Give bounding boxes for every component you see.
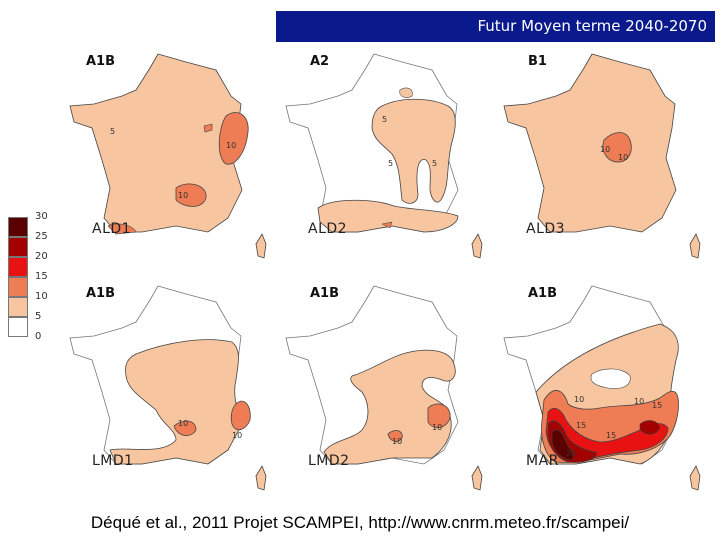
map-panel-ald1: 5 10 10 A1B ALD1 — [66, 48, 282, 259]
contour-label: 10 — [432, 423, 442, 432]
contour-label: 15 — [576, 421, 586, 430]
contour-10-region — [173, 420, 197, 436]
color-legend: 30 25 20 15 10 5 0 — [8, 212, 58, 347]
contour-label: 5 — [388, 159, 393, 168]
map-panel-mar: 10 15 20 15 10 15 A1B MAR — [500, 280, 716, 491]
france-map-ald3: 10 10 — [503, 53, 701, 259]
contour-10-region — [175, 183, 207, 207]
scenario-label: A1B — [86, 286, 116, 301]
map-panel-ald3: 10 10 B1 ALD3 — [500, 48, 716, 259]
legend-swatch-25-30 — [8, 217, 28, 237]
corsica-outline — [689, 233, 701, 259]
france-map-lmd2: 10 10 — [285, 285, 483, 491]
corsica-outline — [255, 233, 267, 259]
legend-swatch-10-15 — [8, 277, 28, 297]
france-map-lmd1: 10 10 — [69, 285, 267, 491]
france-map-ald1: 5 10 10 — [69, 53, 267, 259]
model-label: LMD2 — [308, 453, 350, 469]
legend-swatch-15-20 — [8, 257, 28, 277]
contour-10-region — [230, 400, 251, 431]
contour-label: 10 — [574, 395, 584, 404]
map-panel-ald2: 5 5 5 A2 ALD2 — [282, 48, 498, 259]
contour-10-region — [387, 430, 403, 442]
model-label: ALD1 — [92, 221, 132, 237]
contour-5-region — [399, 87, 413, 98]
contour-25-region — [551, 429, 574, 461]
contour-label: 5 — [110, 127, 115, 136]
legend-tick: 15 — [35, 271, 48, 282]
corsica-outline — [255, 465, 267, 491]
contour-label: 5 — [432, 159, 437, 168]
legend-tick: 0 — [35, 331, 42, 342]
legend-tick: 30 — [35, 211, 48, 222]
corsica-outline — [471, 465, 483, 491]
scenario-label: A2 — [310, 54, 330, 69]
model-label: ALD2 — [308, 221, 348, 237]
france-outline — [69, 53, 243, 233]
contour-label: 10 — [618, 153, 628, 162]
france-map-ald2: 5 5 5 — [285, 53, 483, 259]
white-hole — [590, 368, 631, 389]
contour-5-region — [317, 199, 459, 233]
contour-10-region — [107, 223, 137, 235]
contour-label: 10 — [634, 397, 644, 406]
scenario-label: A1B — [528, 286, 558, 301]
legend-swatch-5-10 — [8, 297, 28, 317]
model-label: ALD3 — [526, 221, 566, 237]
scenario-label: A1B — [86, 54, 116, 69]
contour-label: 10 — [178, 419, 188, 428]
contour-label: 10 — [232, 431, 242, 440]
contour-10-region — [381, 221, 393, 229]
legend-tick: 5 — [35, 311, 42, 322]
contour-label: 20 — [566, 449, 576, 458]
contour-5-region — [371, 98, 456, 204]
france-outline — [503, 53, 677, 233]
contour-10-region — [203, 123, 213, 133]
corsica-outline — [689, 465, 701, 491]
corsica-outline — [471, 233, 483, 259]
model-label: MAR — [526, 453, 559, 469]
contour-label: 10 — [226, 141, 236, 150]
contour-label: 15 — [652, 401, 662, 410]
legend-swatch-20-25 — [8, 237, 28, 257]
scenario-label: B1 — [528, 54, 547, 69]
model-label: LMD1 — [92, 453, 134, 469]
citation-text: Déqué et al., 2011 Projet SCAMPEI, http:… — [90, 513, 630, 532]
map-panel-lmd1: 10 10 A1B LMD1 — [66, 280, 282, 491]
contour-5-region — [109, 339, 243, 465]
map-panel-lmd2: 10 10 A1B LMD2 — [282, 280, 498, 491]
contour-label: 10 — [178, 191, 188, 200]
contour-label: 15 — [606, 431, 616, 440]
contour-label: 10 — [392, 437, 402, 446]
title-banner: Futur Moyen terme 2040-2070 — [276, 11, 715, 42]
contour-label: 10 — [600, 145, 610, 154]
scenario-label: A1B — [310, 286, 340, 301]
contour-20-region — [639, 420, 661, 435]
legend-tick: 10 — [35, 291, 48, 302]
legend-tick: 25 — [35, 231, 48, 242]
legend-swatch-0-5 — [8, 317, 28, 337]
contour-10-region — [602, 132, 632, 163]
contour-label: 5 — [382, 115, 387, 124]
contour-10-region — [427, 403, 451, 428]
legend-tick: 20 — [35, 251, 48, 262]
contour-10-region — [218, 112, 249, 165]
france-map-mar: 10 15 20 15 10 15 — [503, 285, 701, 491]
